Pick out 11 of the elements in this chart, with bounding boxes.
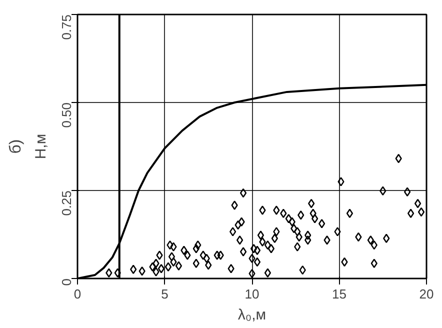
text: б) <box>8 139 24 154</box>
y-tick-label: 0.25 <box>59 190 74 216</box>
y-tick-label: 0 <box>59 278 74 286</box>
x-tick-label: 5 <box>161 286 168 302</box>
y-tick-label: 0.50 <box>59 102 74 128</box>
x-tick-label: 10 <box>244 286 260 302</box>
y-axis-title: Н,м <box>32 134 50 160</box>
x-axis-title: λ₀,м <box>238 306 266 324</box>
x-tick-label: 20 <box>419 286 434 302</box>
x-tick-label: 15 <box>332 286 346 302</box>
y-tick-label: 0.75 <box>59 14 74 40</box>
